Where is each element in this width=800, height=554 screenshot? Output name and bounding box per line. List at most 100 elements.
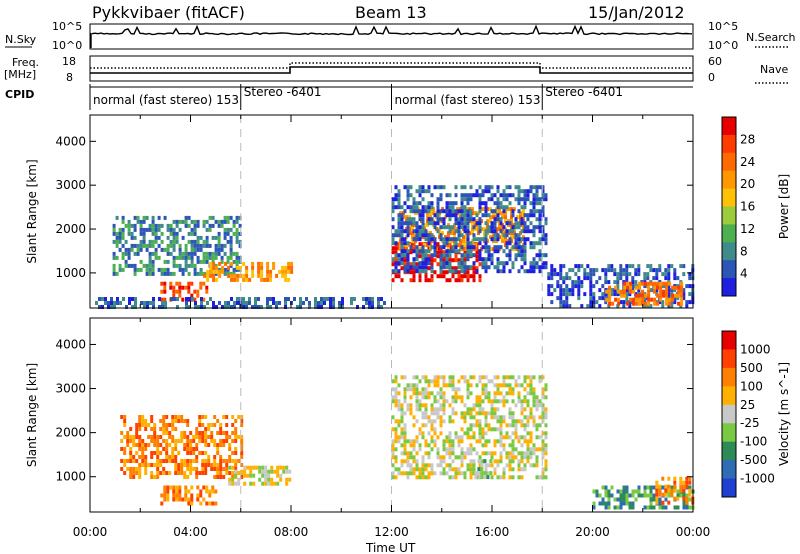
data-cell [219,439,223,443]
data-cell [517,391,521,396]
data-cell [442,270,446,275]
data-cell [129,451,133,455]
data-cell [490,193,494,198]
data-cell [400,221,404,226]
data-cell [638,293,642,298]
data-cell [674,293,678,298]
data-cell [150,463,154,467]
data-cell [685,284,689,289]
data-cell [168,423,172,427]
data-cell [194,301,197,305]
data-cell [466,407,470,412]
data-cell [523,415,527,420]
data-cell [397,225,401,230]
data-cell [391,399,395,404]
data-cell [429,231,432,236]
data-cell [234,467,238,471]
data-cell [236,297,239,301]
data-cell [493,233,497,238]
data-cell [535,423,539,428]
data-cell [418,475,422,480]
data-cell [505,193,509,198]
data-cell [532,403,536,408]
data-cell [206,273,210,278]
data-cell [649,485,653,490]
data-cell [421,471,425,476]
data-cell [445,463,449,468]
data-cell [421,221,425,226]
data-cell [673,476,677,481]
data-cell [463,205,467,210]
data-cell [613,292,617,297]
data-cell [231,475,235,479]
data-cell [454,193,458,198]
data-cell [433,270,437,275]
data-cell [424,463,428,468]
data-cell [541,411,545,416]
data-cell [529,411,533,416]
data-cell [424,209,428,214]
data-cell [121,215,125,220]
data-cell [493,237,497,242]
data-cell [424,411,428,416]
data-cell [673,268,677,273]
data-cell [535,261,539,266]
data-cell [514,225,518,230]
data-cell [623,285,627,290]
data-cell [550,264,554,269]
data-cell [129,475,133,479]
data-cell [160,493,164,498]
data-cell [685,505,689,510]
data-cell [460,205,464,210]
data-cell [526,391,530,396]
data-cell [493,411,497,416]
data-cell [469,467,473,472]
data-cell [502,249,506,254]
data-cell [658,300,662,305]
data-cell [421,245,425,250]
data-cell [442,403,446,408]
data-cell [415,221,419,226]
data-cell [234,419,238,423]
data-cell [520,249,524,254]
data-cell [421,435,425,440]
data-cell [478,407,482,412]
data-cell [532,399,536,404]
data-cell [163,247,167,252]
data-cell [673,480,677,485]
data-cell [625,276,629,281]
colorbar-swatch [722,478,736,498]
data-cell [607,497,611,502]
data-cell [544,383,548,388]
data-cell [511,439,515,444]
data-cell [499,415,503,420]
data-cell [523,237,527,242]
data-cell [403,387,407,392]
data-cell [490,379,494,384]
data-cell [568,292,572,297]
data-cell [641,281,645,286]
data-cell [463,475,467,480]
data-cell [499,193,503,198]
data-cell [150,427,154,431]
data-cell [412,242,416,247]
data-cell [517,249,521,254]
data-cell [260,265,264,270]
colorbar-tick-label: 500 [740,361,763,375]
data-cell [619,268,623,273]
data-cell [474,243,477,248]
data-cell [427,395,431,400]
data-cell [432,211,435,216]
data-cell [454,241,458,246]
data-cell [219,431,223,435]
data-cell [212,301,215,305]
data-cell [514,455,518,460]
data-cell [481,407,485,412]
data-cell [415,209,419,214]
data-cell [169,485,173,490]
data-cell [463,221,467,226]
data-cell [502,443,506,448]
data-cell [427,383,431,388]
